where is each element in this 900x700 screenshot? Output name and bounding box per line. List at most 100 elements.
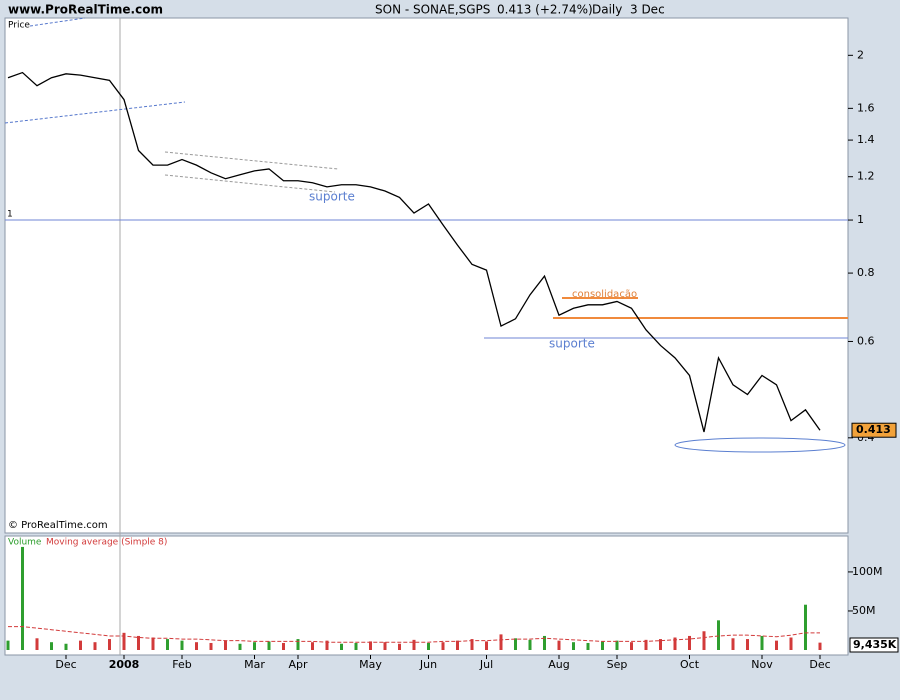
volume-bar — [282, 642, 285, 650]
volume-bar — [267, 641, 271, 650]
annotation: suporte — [309, 190, 355, 204]
volume-bar — [340, 643, 343, 650]
volume-bar — [209, 642, 213, 650]
chart-title: SON - SONAE,SGPS — [375, 3, 490, 17]
volume-bar — [383, 642, 387, 650]
volume-bar — [195, 642, 198, 650]
y-tick-label: 1.6 — [857, 101, 875, 114]
y-tick-label: 100M — [852, 565, 883, 578]
volume-bar — [572, 642, 575, 650]
volume-bar — [746, 639, 749, 650]
volume-bar — [311, 642, 314, 650]
last-volume-label: 9,435K — [853, 638, 897, 651]
channel-line — [164, 151, 339, 170]
volume-bar — [543, 635, 546, 650]
volume-bar — [325, 640, 329, 650]
x-tick-label: Mar — [244, 658, 265, 671]
volume-bar — [354, 642, 358, 650]
volume-bar — [688, 635, 691, 650]
y-tick-label: 1.2 — [857, 170, 875, 183]
volume-bar — [470, 639, 474, 650]
volume-bar — [499, 634, 503, 650]
x-tick-label: Nov — [751, 658, 773, 671]
volume-bar — [485, 641, 488, 650]
volume-bar — [615, 640, 619, 650]
moving-average — [8, 626, 820, 643]
x-tick-label: Aug — [548, 658, 569, 671]
x-tick-label: Apr — [288, 658, 308, 671]
x-tick-label: 2008 — [109, 658, 140, 671]
volume-bar — [369, 641, 372, 650]
volume-bar — [644, 639, 648, 650]
trend-line — [4, 101, 186, 124]
volume-bar — [6, 640, 10, 650]
price-panel — [4, 17, 849, 534]
last-value-box — [851, 422, 897, 438]
volume-bar — [398, 643, 401, 650]
volume-bar — [789, 637, 793, 650]
volume-bar — [760, 635, 764, 650]
volume-bar — [441, 642, 445, 650]
y-tick-label: 50M — [852, 604, 876, 617]
y-tick-label: 1.4 — [857, 133, 875, 146]
y-tick-label: 2 — [857, 48, 864, 61]
volume-bar — [557, 640, 561, 650]
x-tick-label: May — [359, 658, 382, 671]
volume-bar — [21, 546, 24, 650]
volume-bar — [514, 638, 517, 650]
volume-bar — [412, 639, 416, 650]
volume-panel — [4, 535, 849, 656]
volume-bar — [673, 637, 677, 650]
volume-bar — [630, 642, 633, 650]
last-value-label: 0.413 — [856, 423, 891, 436]
volume-bar — [108, 639, 111, 650]
volume-bar — [717, 620, 720, 650]
annotation: 1 — [7, 210, 13, 220]
x-tick-label: Jun — [419, 658, 437, 671]
x-tick-label: Sep — [607, 658, 628, 671]
y-tick-label: 0.6 — [857, 334, 875, 347]
volume-bar — [702, 631, 706, 650]
volume-bar — [296, 639, 300, 650]
trend-line — [29, 17, 86, 27]
volume-bar — [818, 642, 822, 650]
annotation: consolidação — [572, 289, 637, 300]
x-tick-label: Dec — [55, 658, 76, 671]
volume-bar — [151, 637, 155, 650]
x-tick-label: Oct — [680, 658, 700, 671]
volume-bar — [659, 639, 662, 650]
x-tick-label: Dec — [809, 658, 830, 671]
volume-bar — [64, 643, 68, 650]
price-line — [7, 71, 821, 433]
annotation: suporte — [549, 337, 595, 351]
volume-bar — [253, 642, 256, 650]
volume-bar — [79, 640, 82, 650]
y-tick-label: 1 — [857, 213, 864, 226]
copyright: © ProRealTime.com — [8, 520, 108, 531]
x-tick-label: Feb — [172, 658, 191, 671]
site-name: www.ProRealTime.com — [8, 3, 163, 17]
volume-bar — [35, 638, 39, 650]
x-tick-label: Jul — [479, 658, 493, 671]
volume-bar — [731, 638, 735, 650]
volume-bar — [601, 641, 604, 650]
legend-entry: Volume — [8, 538, 42, 548]
volume-bar — [804, 604, 807, 650]
y-tick-label: 0.8 — [857, 266, 875, 279]
y-axis-label: Price — [8, 21, 30, 31]
legend-entry: Moving average (Simple 8) — [46, 538, 167, 548]
volume-bar — [93, 642, 97, 650]
volume-bar — [427, 642, 430, 650]
volume-bar — [238, 643, 242, 650]
volume-bar — [775, 640, 778, 650]
period: Daily 3 Dec — [592, 3, 665, 17]
highlight-ellipse — [674, 437, 846, 453]
last-volume-box — [849, 637, 899, 653]
volume-bar — [50, 642, 53, 650]
volume-bar — [528, 639, 532, 650]
volume-bar — [224, 640, 227, 650]
volume-bar — [166, 639, 169, 650]
volume-bar — [122, 632, 126, 650]
